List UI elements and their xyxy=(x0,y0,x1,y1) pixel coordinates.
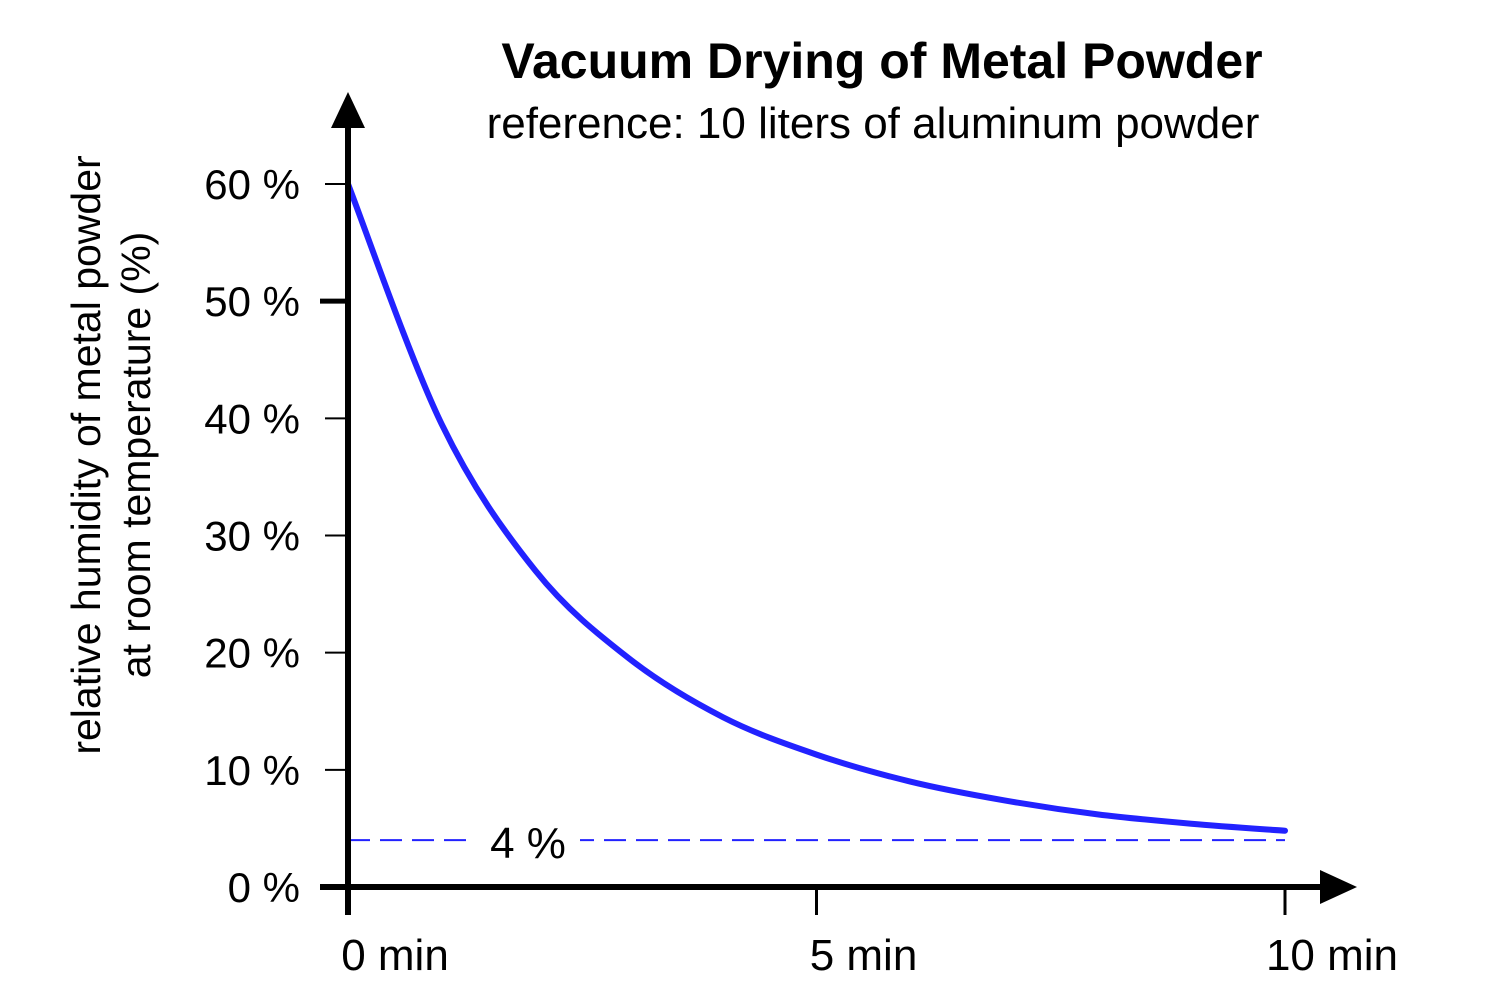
humidity-curve xyxy=(345,181,1288,834)
x-tick-label: 5 min xyxy=(810,931,918,980)
y-tick-label: 30 % xyxy=(204,513,300,560)
chart-title: Vacuum Drying of Metal Powder xyxy=(501,33,1262,89)
reference-label-background xyxy=(475,815,580,866)
y-tick-label: 60 % xyxy=(204,161,300,208)
y-tick-label: 20 % xyxy=(204,630,300,677)
y-axis-label-line-2: at room temperature (%) xyxy=(113,232,159,679)
reference-line-label: 4 % xyxy=(490,819,566,868)
x-tick-label: 10 min xyxy=(1266,931,1398,980)
y-tick-label: 40 % xyxy=(204,395,300,442)
y-tick-label: 50 % xyxy=(204,278,300,325)
y-tick-label: 10 % xyxy=(204,747,300,794)
y-tick-label: 0 % xyxy=(228,864,300,911)
x-tick-label: 0 min xyxy=(341,931,449,980)
y-axis-arrow-icon xyxy=(331,92,365,128)
y-axis-label-line-1: relative humidity of metal powder xyxy=(63,155,109,754)
chart-subtitle: reference: 10 liters of aluminum powder xyxy=(487,99,1260,148)
x-axis-arrow-icon xyxy=(1320,870,1357,904)
